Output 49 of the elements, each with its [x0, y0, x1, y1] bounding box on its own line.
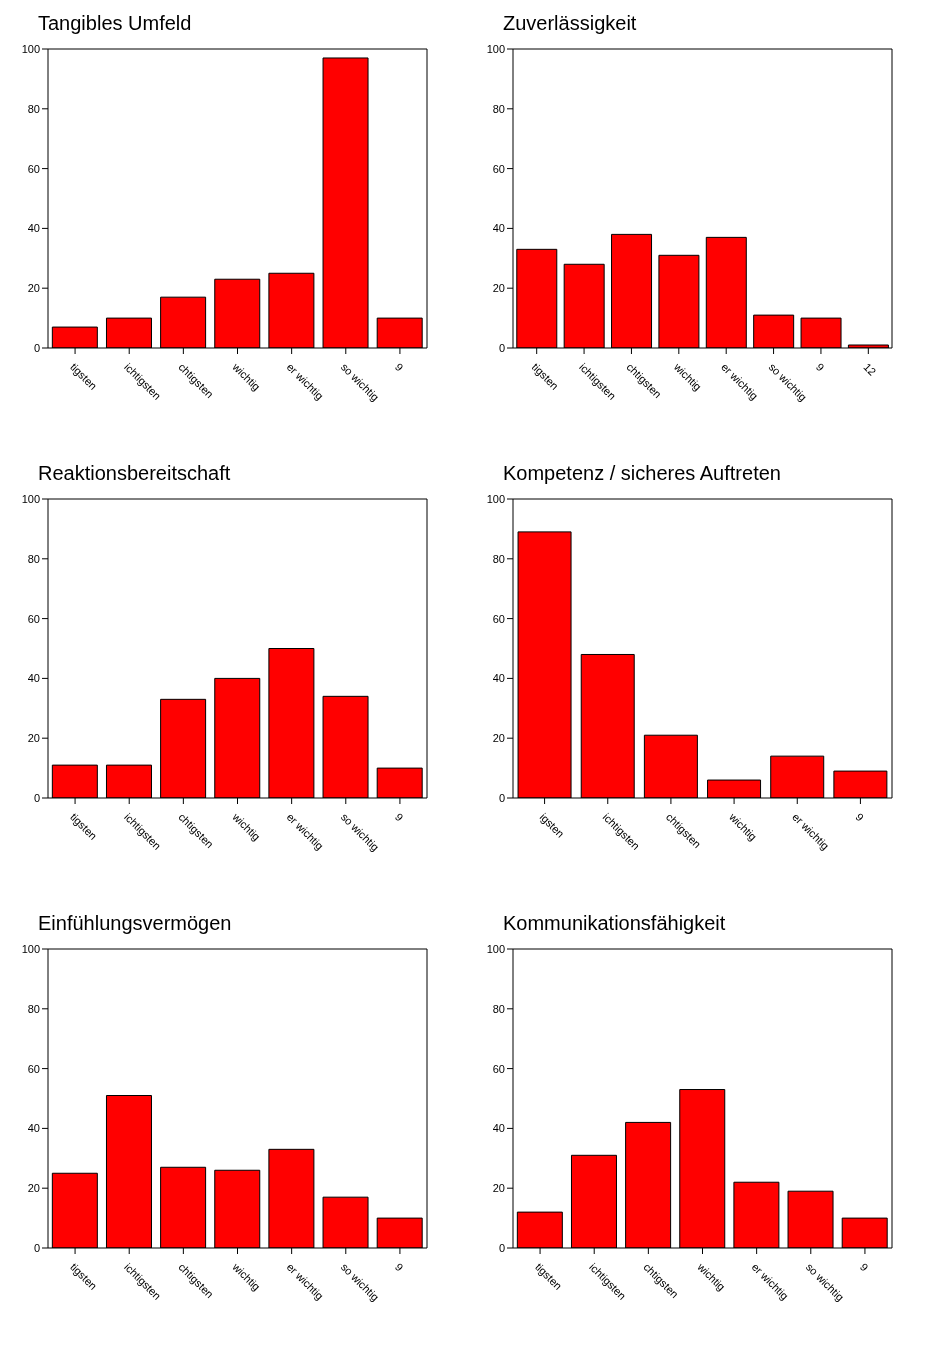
y-tick-label: 20: [27, 282, 40, 295]
chart-title: Reaktionsbereitschaft: [37, 461, 232, 486]
y-tick-label: 0: [498, 1241, 505, 1254]
y-tick-label: 100: [21, 492, 40, 505]
y-tick-label: 40: [492, 1122, 505, 1135]
y-tick-label: 100: [486, 42, 505, 55]
x-tick-label: 9: [392, 810, 406, 824]
y-tick-label: 60: [492, 162, 505, 175]
y-tick-label: 40: [27, 672, 40, 685]
y-tick-label: 40: [492, 672, 505, 685]
y-tick-label: 0: [33, 341, 40, 354]
y-tick-label: 80: [492, 552, 505, 565]
y-tick-label: 80: [492, 102, 505, 115]
y-tick-label: 20: [27, 1182, 40, 1195]
x-tick-label: 9: [392, 360, 406, 374]
y-tick-label: 80: [27, 552, 40, 565]
x-tick-label: 9: [857, 1260, 871, 1274]
chart-title: Zuverlässigkeit: [502, 11, 638, 36]
y-tick-label: 80: [492, 1002, 505, 1015]
chart-title: Kommunikationsfähigkeit: [502, 911, 727, 936]
y-tick-label: 60: [492, 612, 505, 625]
y-tick-label: 60: [27, 1062, 40, 1075]
y-tick-label: 20: [492, 732, 505, 745]
y-tick-label: 60: [27, 612, 40, 625]
y-tick-label: 0: [33, 1241, 40, 1254]
y-tick-label: 60: [27, 162, 40, 175]
y-tick-label: 100: [21, 942, 40, 955]
x-tick-label: 9: [392, 1260, 406, 1274]
y-tick-label: 0: [498, 791, 505, 804]
y-tick-label: 40: [27, 222, 40, 235]
y-tick-label: 60: [492, 1062, 505, 1075]
y-tick-label: 20: [27, 732, 40, 745]
y-tick-label: 40: [27, 1122, 40, 1135]
chart-title: Kompetenz / sicheres Auftreten: [502, 461, 782, 486]
y-tick-label: 0: [498, 341, 505, 354]
y-tick-label: 80: [27, 102, 40, 115]
chart-title: Einfühlungsvermögen: [37, 911, 233, 936]
y-tick-label: 20: [492, 282, 505, 295]
x-tick-label: 12: [861, 360, 879, 378]
y-tick-label: 0: [33, 791, 40, 804]
y-tick-label: 80: [27, 1002, 40, 1015]
chart-title: Tangibles Umfeld: [37, 11, 193, 36]
y-tick-label: 100: [486, 942, 505, 955]
y-tick-label: 20: [492, 1182, 505, 1195]
x-tick-label: 9: [813, 360, 827, 374]
y-tick-label: 100: [486, 492, 505, 505]
x-tick-label: 9: [853, 810, 867, 824]
y-tick-label: 100: [21, 42, 40, 55]
y-tick-label: 40: [492, 222, 505, 235]
